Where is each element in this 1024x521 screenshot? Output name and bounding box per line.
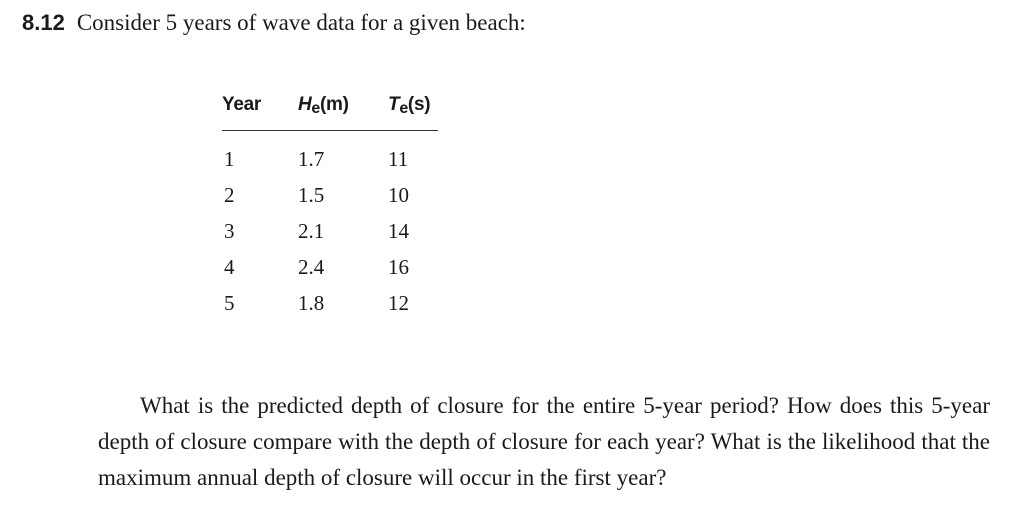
cell-year: 4 [224,254,235,279]
header-year: Year [222,94,261,115]
problem-intro: Consider 5 years of wave data for a give… [76,10,526,35]
cell-year: 3 [224,218,235,243]
question-text: What is the predicted depth of closure f… [98,393,990,490]
cell-wave-height: 1.8 [298,290,325,315]
table-row: 4 2.4 16 [222,249,438,285]
cell-wave-period: 12 [388,290,409,315]
table-row: 5 1.8 12 [222,285,438,321]
cell-wave-height: 2.4 [298,254,325,279]
cell-wave-period: 14 [388,218,409,243]
cell-year: 1 [224,146,235,171]
table-row: 1 1.7 11 [222,141,438,177]
header-wave-period: Te(s) [388,94,431,117]
cell-wave-period: 11 [388,146,409,171]
problem-number: 8.12 [22,10,65,35]
wave-data-table: Year He(m) Te(s) 1 1.7 11 2 1.5 10 3 2.1… [222,88,438,321]
cell-wave-height: 1.5 [298,182,325,207]
cell-wave-height: 1.7 [298,146,325,171]
cell-year: 5 [224,290,235,315]
cell-year: 2 [224,182,235,207]
table-row: 3 2.1 14 [222,213,438,249]
header-wave-height: He(m) [298,94,349,117]
cell-wave-height: 2.1 [298,218,325,243]
cell-wave-period: 10 [388,182,409,207]
cell-wave-period: 16 [388,254,409,279]
table-divider [222,130,438,131]
table-row: 2 1.5 10 [222,177,438,213]
problem-header: 8.12 Consider 5 years of wave data for a … [22,8,526,38]
table-header-row: Year He(m) Te(s) [222,88,438,122]
